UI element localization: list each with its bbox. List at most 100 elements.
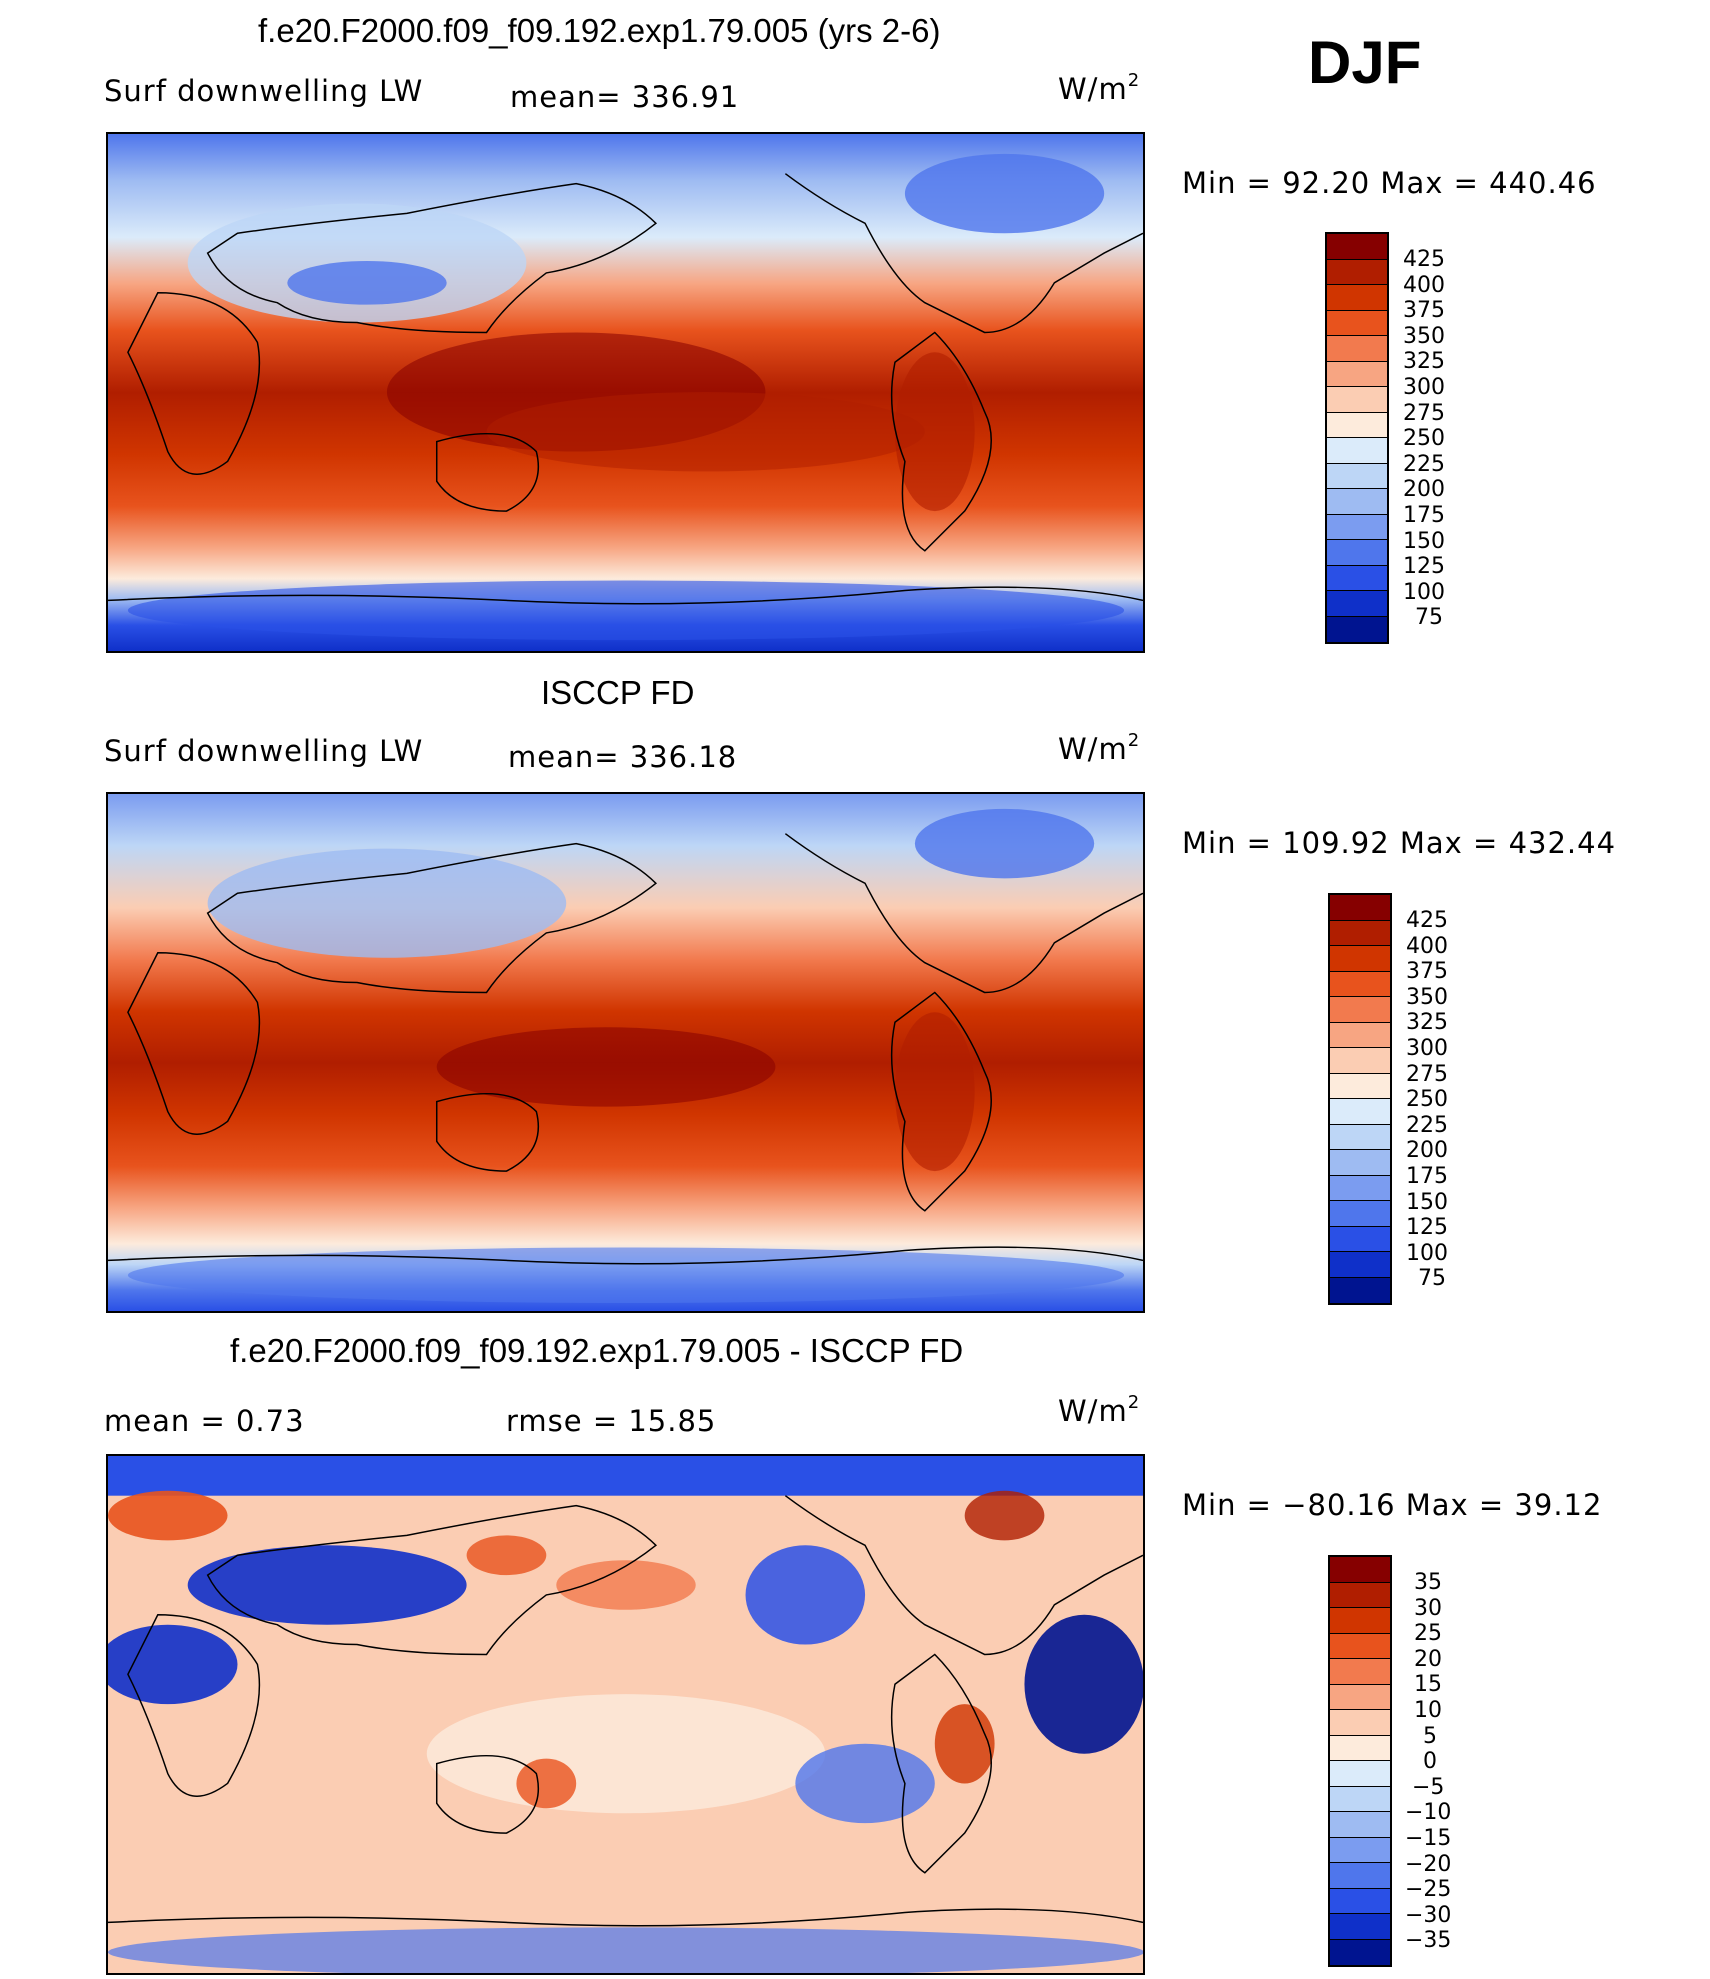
colorbar-swatch [1327,591,1387,617]
colorbar-swatch [1327,310,1387,336]
panel3-tick: −5 [1412,1775,1445,1800]
colorbar-swatch [1330,1073,1390,1099]
panel1-tick: 150 [1403,529,1445,554]
colorbar-swatch [1330,1710,1390,1736]
panel1-variable-label: Surf downwelling LW [104,74,424,108]
colorbar-swatch [1330,1684,1390,1710]
panel2-tick: 350 [1406,985,1448,1010]
colorbar-swatch [1330,1582,1390,1608]
panel3-tick: −30 [1405,1903,1452,1928]
colorbar-swatch [1330,1659,1390,1685]
colorbar-swatch [1330,920,1390,946]
panel2-tick: 275 [1406,1062,1448,1087]
colorbar-swatch [1330,895,1390,921]
panel2-tick: 175 [1406,1164,1448,1189]
colorbar-swatch [1330,1812,1390,1838]
colorbar-swatch [1330,1557,1390,1583]
colorbar-swatch [1327,234,1387,260]
colorbar-swatch [1330,1863,1390,1889]
panel1-title: f.e20.F2000.f09_f09.192.exp1.79.005 (yrs… [258,12,941,49]
panel1-colorbar [1325,232,1389,644]
colorbar-swatch [1330,1914,1390,1940]
colorbar-swatch [1327,565,1387,591]
panel1-mean-label: mean= 336.91 [510,80,740,114]
panel3-tick: 20 [1414,1647,1442,1672]
panel3-tick: 0 [1423,1749,1437,1774]
panel3-tick: −25 [1405,1877,1452,1902]
panel3-rmse-label: rmse = 15.85 [506,1404,717,1438]
panel2-contour-plot [108,794,1143,1311]
panel1-tick: 125 [1403,554,1445,579]
panel1-tick: 300 [1403,375,1445,400]
panel3-mean-label: mean = 0.73 [104,1404,305,1438]
colorbar-swatch [1330,1048,1390,1074]
colorbar-swatch [1330,971,1390,997]
panel2-tick: 250 [1406,1087,1448,1112]
colorbar-swatch [1330,1150,1390,1176]
panel2-mean-label: mean= 336.18 [508,740,738,774]
panel1-tick: 225 [1403,452,1445,477]
colorbar-swatch [1330,1735,1390,1761]
colorbar-swatch [1327,616,1387,642]
panel3-tick: 25 [1414,1621,1442,1646]
panel1-tick: 275 [1403,401,1445,426]
season-label: DJF [1308,29,1422,96]
panel2-tick: 200 [1406,1138,1448,1163]
colorbar-swatch [1327,514,1387,540]
panel1-tick: 75 [1415,605,1443,630]
colorbar-swatch [1330,1124,1390,1150]
panel1-minmax-label: Min = 92.20 Max = 440.46 [1182,166,1597,200]
panel3-contour-plot [108,1456,1143,1973]
panel3-tick: 15 [1414,1672,1442,1697]
colorbar-swatch [1330,1252,1390,1278]
panel2-tick: 375 [1406,959,1448,984]
panel1-tick: 425 [1403,247,1445,272]
panel3-map [106,1454,1145,1975]
panel3-tick: −20 [1405,1852,1452,1877]
colorbar-swatch [1327,540,1387,566]
panel2-tick: 325 [1406,1010,1448,1035]
colorbar-swatch [1330,1633,1390,1659]
colorbar-swatch [1330,1786,1390,1812]
panel1-tick: 325 [1403,349,1445,374]
panel1-tick: 375 [1403,298,1445,323]
panel3-tick: −35 [1405,1928,1452,1953]
panel3-tick: 10 [1414,1698,1442,1723]
colorbar-swatch [1327,412,1387,438]
colorbar-swatch [1327,489,1387,515]
colorbar-swatch [1330,1201,1390,1227]
colorbar-swatch [1330,1761,1390,1787]
colorbar-swatch [1327,438,1387,464]
panel1-map [106,132,1145,653]
panel3-unit-label: W/m2 [1058,1392,1141,1428]
colorbar-swatch [1330,1022,1390,1048]
panel3-minmax-label: Min = −80.16 Max = 39.12 [1182,1488,1603,1522]
colorbar-swatch [1327,285,1387,311]
panel2-minmax-label: Min = 109.92 Max = 432.44 [1182,826,1617,860]
panel3-title: f.e20.F2000.f09_f09.192.exp1.79.005 - IS… [230,1332,964,1369]
colorbar-swatch [1330,1837,1390,1863]
panel1-tick: 175 [1403,503,1445,528]
panel1-tick: 350 [1403,324,1445,349]
colorbar-swatch [1327,336,1387,362]
panel3-tick: −10 [1405,1800,1452,1825]
panel2-tick: 425 [1406,908,1448,933]
colorbar-swatch [1327,463,1387,489]
panel3-tick: 35 [1414,1570,1442,1595]
panel2-tick: 100 [1406,1241,1448,1266]
panel1-tick: 250 [1403,426,1445,451]
panel1-tick: 400 [1403,273,1445,298]
panel2-colorbar [1328,893,1392,1305]
panel3-tick: −15 [1405,1826,1452,1851]
panel2-title: ISCCP FD [541,674,695,711]
colorbar-swatch [1330,1099,1390,1125]
panel1-contour-plot [108,134,1143,651]
colorbar-swatch [1330,1608,1390,1634]
panel1-tick: 200 [1403,477,1445,502]
panel2-tick: 125 [1406,1215,1448,1240]
panel3-tick: 5 [1423,1724,1437,1749]
colorbar-swatch [1330,1939,1390,1965]
colorbar-swatch [1327,387,1387,413]
panel2-tick: 225 [1406,1113,1448,1138]
panel2-variable-label: Surf downwelling LW [104,734,424,768]
